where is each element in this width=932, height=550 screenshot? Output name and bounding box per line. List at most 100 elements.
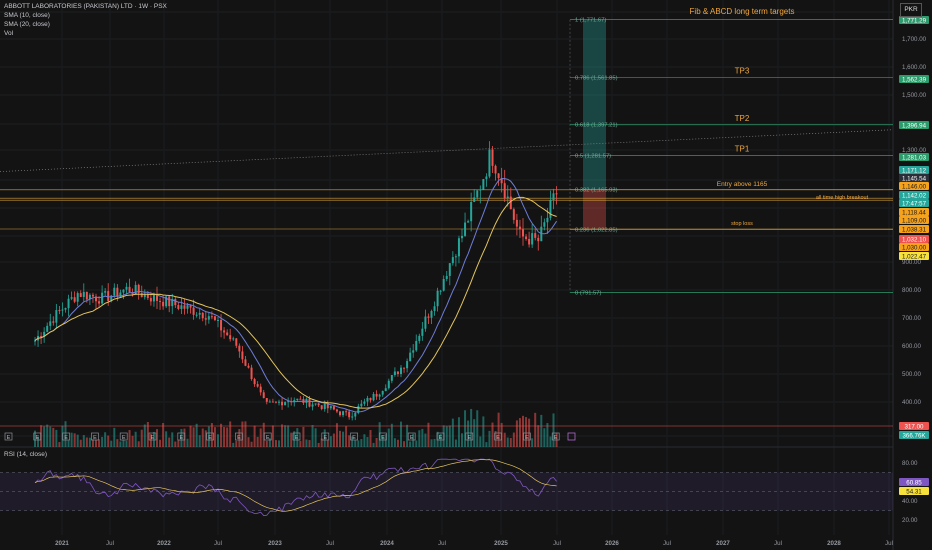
volume-bar xyxy=(320,438,323,447)
candle-body xyxy=(467,221,470,223)
volume-bar xyxy=(290,432,293,447)
volume-bar xyxy=(49,426,52,447)
volume-bar xyxy=(122,439,125,447)
volume-bar xyxy=(464,410,467,447)
fib-level-label: 0 (791.57) xyxy=(575,290,601,296)
candle-body xyxy=(537,237,540,242)
candle-body xyxy=(137,284,140,294)
volume-bar xyxy=(412,433,415,447)
volume-bar xyxy=(250,441,253,447)
time-axis-tick: Jul xyxy=(326,540,334,547)
volume-bar xyxy=(64,421,67,447)
candle-body xyxy=(73,297,76,302)
candle-body xyxy=(329,406,332,409)
candle-body xyxy=(345,411,348,413)
time-axis-tick: 2028 xyxy=(827,540,841,547)
earnings-marker xyxy=(235,432,243,441)
price-label: 1,022.47 xyxy=(902,253,927,260)
candle-body xyxy=(427,316,430,318)
price-label: 1,171.12 xyxy=(902,167,927,174)
candle-body xyxy=(253,379,256,385)
volume-bar xyxy=(357,440,360,447)
volume-bar xyxy=(67,440,70,447)
volume-bar xyxy=(363,434,366,447)
candle-body xyxy=(546,217,549,223)
volume-bar xyxy=(351,436,354,447)
earnings-marker xyxy=(119,432,128,441)
fib-level-label: 0.5 (1,281.57) xyxy=(575,154,611,160)
candle-body xyxy=(363,401,366,404)
price-label: 1,030.00 xyxy=(902,244,927,251)
volume-bar xyxy=(76,434,79,447)
fib-zones xyxy=(569,19,606,293)
volume-bar xyxy=(372,442,375,447)
volume-bar xyxy=(332,433,335,447)
price-label: 1,038.31 xyxy=(902,226,927,233)
candle-body xyxy=(332,406,335,410)
candle-body xyxy=(156,294,158,301)
volume-label: 317.00 xyxy=(905,423,924,430)
candle-body xyxy=(201,312,204,319)
volume-bar xyxy=(140,429,143,447)
volume-bar xyxy=(473,419,476,447)
candle-body xyxy=(140,293,143,298)
time-axis-tick: Jul xyxy=(885,540,893,547)
volume-bar xyxy=(467,420,470,447)
candle-body xyxy=(82,291,85,297)
volume-bar xyxy=(287,425,290,447)
volume-bar xyxy=(375,437,378,447)
volume-bar xyxy=(393,438,396,447)
candle-body xyxy=(125,286,128,290)
volume-bar xyxy=(37,436,40,447)
candle-body xyxy=(67,298,70,309)
volume-bar xyxy=(165,431,168,447)
volume-bar xyxy=(235,440,238,447)
annotations: Fib & ABCD long term targets TP3 TP2 TP1 Ent… xyxy=(690,7,869,227)
volume-bar xyxy=(427,422,430,447)
volume-bar xyxy=(296,428,299,447)
price-label: 1,771.29 xyxy=(902,17,927,24)
candle-body xyxy=(512,209,515,220)
volume-bar xyxy=(311,425,314,447)
moving-averages xyxy=(34,178,558,413)
earnings-marker xyxy=(379,432,387,441)
candle-body xyxy=(515,219,518,227)
candle-body xyxy=(152,294,155,302)
earnings-marker xyxy=(263,432,272,441)
sma20-legend: SMA (20, close) xyxy=(4,21,50,28)
candle-body xyxy=(58,310,61,312)
volume-bar xyxy=(34,430,36,447)
volume-bar xyxy=(125,440,128,447)
price-label: 1,032.10 xyxy=(902,236,927,243)
volume-bar xyxy=(107,435,110,447)
volume-bar xyxy=(281,424,284,447)
earnings-marker-label: E xyxy=(122,435,126,441)
price-label: 1,562.39 xyxy=(902,76,927,83)
candle-body xyxy=(366,397,369,402)
candle-body xyxy=(497,173,500,179)
candle-body xyxy=(494,165,497,174)
earnings-marker xyxy=(350,432,358,441)
volume-bar xyxy=(110,440,113,447)
candle-body xyxy=(256,384,259,387)
candle-body xyxy=(213,316,216,321)
time-axis-tick: 2022 xyxy=(157,540,171,547)
volume-bar xyxy=(421,428,424,447)
price-label-bg xyxy=(899,252,929,260)
price-axis-tick: 800.00 xyxy=(902,287,921,294)
candle-body xyxy=(271,401,274,403)
volume-bar xyxy=(116,439,119,447)
volume-bar xyxy=(543,428,546,447)
candle-body xyxy=(549,200,552,218)
currency-button[interactable]: PKR xyxy=(900,3,922,17)
price-label: 1,142.02 xyxy=(902,192,927,199)
volume-bar xyxy=(162,422,165,447)
volume-bar xyxy=(457,417,460,447)
candle-body xyxy=(207,316,210,320)
candle-body xyxy=(335,409,338,412)
volume-bar xyxy=(229,421,232,447)
candle-body xyxy=(268,401,271,403)
trend-line xyxy=(0,129,894,172)
candle-body xyxy=(555,193,558,195)
